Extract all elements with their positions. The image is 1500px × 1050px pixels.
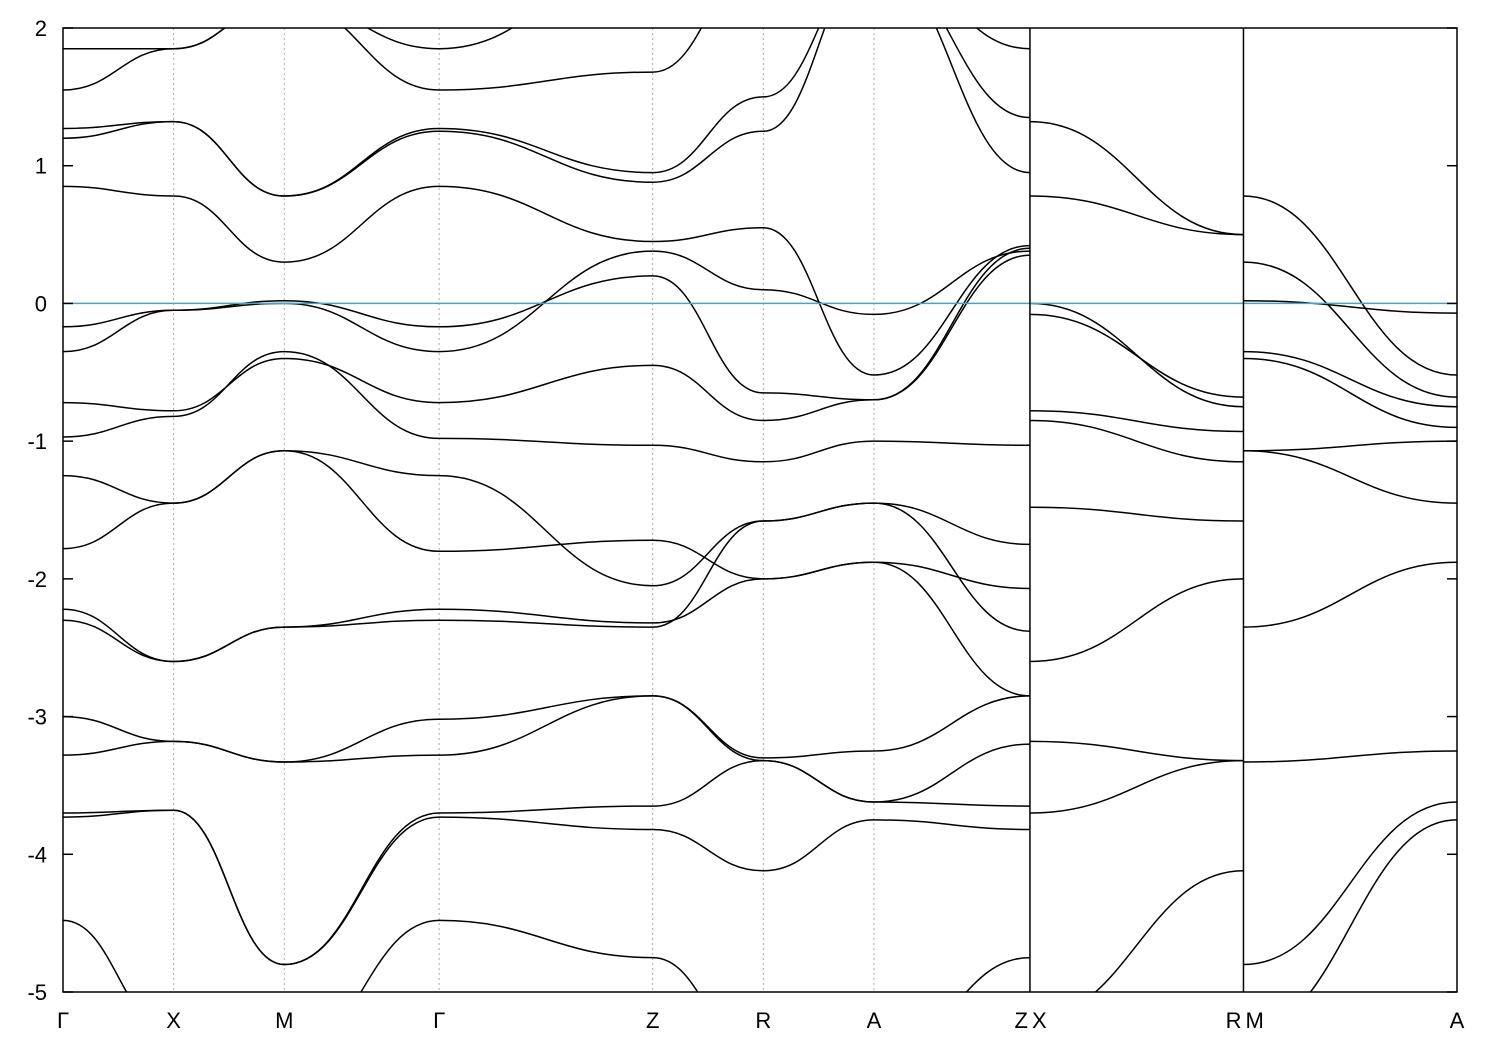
band-line: [63, 185, 1030, 376]
x-tick-label: A: [1450, 1008, 1465, 1033]
band-line: [63, 502, 1030, 663]
y-tick-label: 1: [35, 154, 47, 179]
band-line: [1094, 870, 1244, 992]
band-line: [63, 28, 514, 50]
y-tick-label: 0: [35, 291, 47, 316]
y-tick-label: -1: [27, 429, 47, 454]
band-line: [1243, 450, 1457, 504]
band-line: [1243, 561, 1457, 628]
band-line: [63, 28, 1030, 91]
band-lines: [63, 28, 1457, 992]
x-tick-label: A: [867, 1008, 882, 1033]
band-line: [1309, 819, 1457, 992]
band-line: [63, 350, 1030, 463]
band-line: [63, 450, 1030, 587]
band-line: [1243, 261, 1457, 398]
x-tick-label: Z: [646, 1008, 659, 1033]
x-tick-label: Γ: [433, 1008, 445, 1033]
band-line: [63, 919, 1030, 992]
band-line: [63, 809, 1030, 966]
band-line: [1243, 357, 1457, 429]
band-line: [63, 247, 1030, 422]
band-line: [1243, 195, 1457, 376]
band-line: [63, 450, 1030, 590]
y-tick-label: -5: [27, 980, 47, 1005]
band-line: [63, 695, 1030, 803]
band-line: [1029, 419, 1244, 463]
band-line: [1029, 578, 1244, 663]
axis-ticks: [63, 27, 1457, 993]
band-line: [1029, 195, 1244, 236]
x-tick-label: M: [1245, 1008, 1263, 1033]
y-tick-label: -3: [27, 705, 47, 730]
band-line: [63, 28, 1030, 197]
band-line: [1029, 313, 1244, 398]
band-line: [63, 561, 1030, 697]
grid-lines: [173, 28, 1244, 992]
x-tick-label: R: [1226, 1008, 1242, 1033]
band-line: [1243, 299, 1457, 314]
x-tick-label: M: [275, 1008, 293, 1033]
band-line: [1243, 750, 1457, 763]
x-tick-label: R: [755, 1008, 771, 1033]
y-tick-label: -4: [27, 842, 47, 867]
y-tick-labels: 2 1 0 -1 -2 -3 -4 -5: [27, 16, 47, 1005]
band-line: [1243, 350, 1457, 408]
path-break-dividers: [1029, 28, 1245, 992]
x-tick-label: X: [166, 1008, 181, 1033]
x-tick-label: Z: [1014, 1008, 1027, 1033]
band-line: [1243, 440, 1457, 452]
band-line: [63, 695, 1030, 763]
band-line: [63, 759, 1030, 966]
band-line: [63, 254, 1030, 401]
x-tick-label: X: [1032, 1008, 1047, 1033]
band-line: [1029, 759, 1244, 814]
y-tick-label: -2: [27, 567, 47, 592]
band-line: [1029, 120, 1244, 236]
plot-frame: [62, 27, 1458, 993]
band-line: [1029, 506, 1244, 522]
x-tick-label: Γ: [57, 1008, 69, 1033]
y-tick-label: 2: [35, 16, 47, 41]
band-line: [1029, 410, 1244, 433]
band-line: [63, 28, 1030, 197]
band-line: [1029, 740, 1244, 762]
band-line: [1243, 801, 1457, 966]
band-line: [63, 250, 1030, 353]
